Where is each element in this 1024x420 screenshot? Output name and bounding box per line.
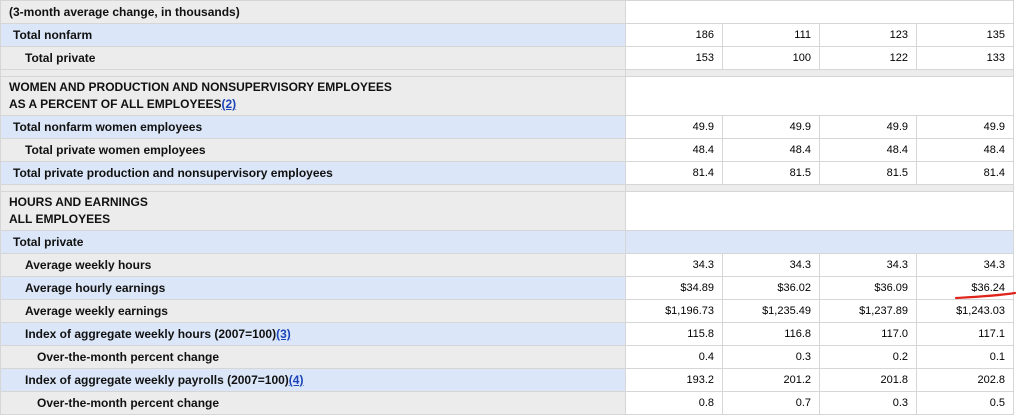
table-row: Average weekly earnings $1,196.73 $1,235… [0, 299, 1014, 323]
cell-value: 115.8 [625, 322, 723, 346]
row-label: Average weekly hours [0, 253, 626, 277]
cell-value: 34.3 [819, 253, 917, 277]
cell-value: 193.2 [625, 368, 723, 392]
cell-value: 81.4 [916, 161, 1014, 185]
cell-value: 34.3 [722, 253, 820, 277]
cell-value: 0.3 [722, 345, 820, 369]
section-title-line: ALL EMPLOYEES [9, 212, 111, 226]
cell-value: $1,237.89 [819, 299, 917, 323]
section-title: HOURS AND EARNINGS ALL EMPLOYEES [0, 191, 626, 231]
cell-value: $34.89 [625, 276, 723, 300]
table-row: Total nonfarm 186 111 123 135 [0, 23, 1014, 47]
cell-value: 153 [625, 46, 723, 70]
cell-value: 116.8 [722, 322, 820, 346]
cell-value: 202.8 [916, 368, 1014, 392]
cell-value: $36.02 [722, 276, 820, 300]
section-title: (3-month average change, in thousands) [0, 0, 626, 24]
cell-value: 122 [819, 46, 917, 70]
table-row: Index of aggregate weekly payrolls (2007… [0, 368, 1014, 392]
cell-value: 201.2 [722, 368, 820, 392]
cell-value: 81.5 [722, 161, 820, 185]
section-title-line: AS A PERCENT OF ALL EMPLOYEES(2) [9, 97, 237, 111]
cell-value: $36.24 [916, 276, 1014, 300]
row-label: Average weekly earnings [0, 299, 626, 323]
row-label: Index of aggregate weekly hours (2007=10… [0, 322, 626, 346]
cell-value: 34.3 [625, 253, 723, 277]
cell-value: 0.8 [625, 391, 723, 415]
row-label: Over-the-month percent change [0, 391, 626, 415]
cell-value: 123 [819, 23, 917, 47]
cell-value: 0.7 [722, 391, 820, 415]
cell-value: 135 [916, 23, 1014, 47]
table-row: Total nonfarm women employees 49.9 49.9 … [0, 115, 1014, 139]
cell-value: 117.0 [819, 322, 917, 346]
section-divider [0, 184, 1014, 192]
cell-value: 49.9 [722, 115, 820, 139]
cell-value: 34.3 [916, 253, 1014, 277]
row-label: Over-the-month percent change [0, 345, 626, 369]
section-title: WOMEN AND PRODUCTION AND NONSUPERVISORY … [0, 76, 626, 116]
cell-value: 0.4 [625, 345, 723, 369]
row-label: Total nonfarm women employees [0, 115, 626, 139]
cell-value: 48.4 [722, 138, 820, 162]
table-row: Total private production and nonsupervis… [0, 161, 1014, 185]
cell-value: 48.4 [819, 138, 917, 162]
row-label: Total private production and nonsupervis… [0, 161, 626, 185]
cell-value: $1,243.03 [916, 299, 1014, 323]
section-header-row: WOMEN AND PRODUCTION AND NONSUPERVISORY … [0, 76, 1014, 116]
cell-value: $1,235.49 [722, 299, 820, 323]
cell-value: 81.5 [819, 161, 917, 185]
table-row: Over-the-month percent change 0.4 0.3 0.… [0, 345, 1014, 369]
footnote-link[interactable]: (4) [288, 373, 304, 387]
cell-value: 186 [625, 23, 723, 47]
cell-value: 0.5 [916, 391, 1014, 415]
footnote-link[interactable]: (3) [276, 327, 291, 341]
cell-value: $1,196.73 [625, 299, 723, 323]
table-row: Average hourly earnings $34.89 $36.02 $3… [0, 276, 1014, 300]
cell-value: 111 [722, 23, 820, 47]
cell-value: 48.4 [625, 138, 723, 162]
cell-value: 0.2 [819, 345, 917, 369]
section-header-row: (3-month average change, in thousands) [0, 0, 1014, 24]
cell-value: 201.8 [819, 368, 917, 392]
cell-value: 0.3 [819, 391, 917, 415]
row-label: Total private women employees [0, 138, 626, 162]
row-label: Total private [0, 46, 626, 70]
cell-value: 133 [916, 46, 1014, 70]
employment-situation-table: (3-month average change, in thousands) T… [0, 0, 1014, 415]
cell-value: 117.1 [916, 322, 1014, 346]
cell-value: 0.1 [916, 345, 1014, 369]
section-header-row: HOURS AND EARNINGS ALL EMPLOYEES [0, 191, 1014, 231]
subheader-row: Total private [0, 230, 1014, 254]
cell-value: 48.4 [916, 138, 1014, 162]
cell-value: 49.9 [916, 115, 1014, 139]
footnote-link[interactable]: (2) [221, 97, 237, 111]
row-label: Index of aggregate weekly payrolls (2007… [0, 368, 626, 392]
table-row: Total private women employees 48.4 48.4 … [0, 138, 1014, 162]
row-label: Total private [0, 230, 626, 254]
section-title-line: WOMEN AND PRODUCTION AND NONSUPERVISORY … [9, 80, 392, 94]
cell-value: 49.9 [625, 115, 723, 139]
cell-value: 81.4 [625, 161, 723, 185]
cell-value: 49.9 [819, 115, 917, 139]
row-label: Average hourly earnings [0, 276, 626, 300]
cell-value: 100 [722, 46, 820, 70]
section-title-line: HOURS AND EARNINGS [9, 195, 148, 209]
table-row: Index of aggregate weekly hours (2007=10… [0, 322, 1014, 346]
cell-value: $36.09 [819, 276, 917, 300]
table-row: Average weekly hours 34.3 34.3 34.3 34.3 [0, 253, 1014, 277]
table-row: Total private 153 100 122 133 [0, 46, 1014, 70]
table-row: Over-the-month percent change 0.8 0.7 0.… [0, 391, 1014, 415]
row-label: Total nonfarm [0, 23, 626, 47]
section-divider [0, 69, 1014, 77]
